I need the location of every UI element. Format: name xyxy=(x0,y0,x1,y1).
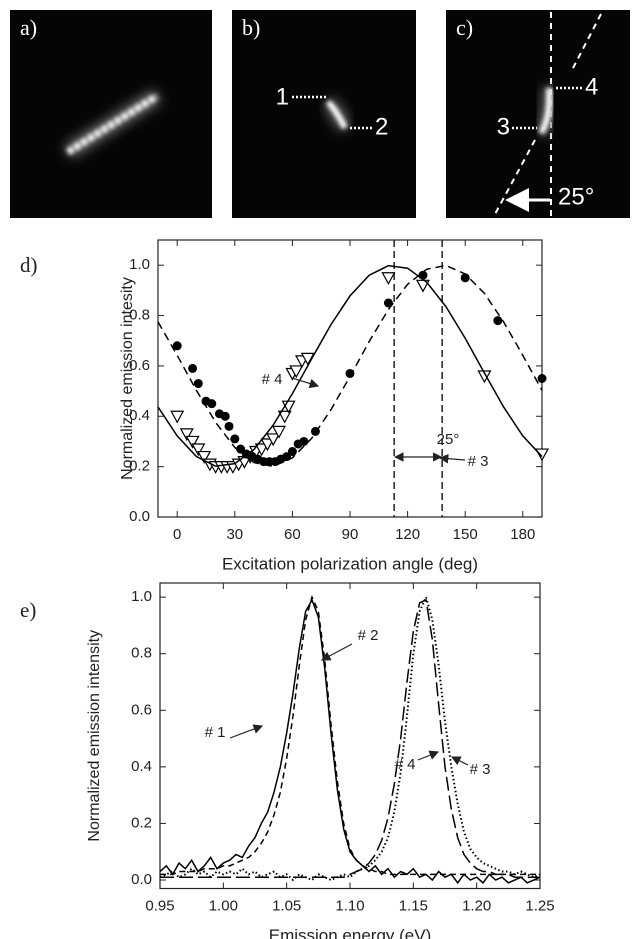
series-line xyxy=(159,598,541,885)
x-axis-label: Excitation polarization angle (deg) xyxy=(222,554,478,573)
site-label: 1 xyxy=(276,83,289,110)
site-label: 2 xyxy=(375,113,388,140)
series-line xyxy=(157,264,543,467)
annotation: # 3 xyxy=(470,761,491,778)
series-line xyxy=(157,264,543,468)
data-point xyxy=(271,425,286,439)
x-tick-label: 0.95 xyxy=(145,897,174,914)
data-point xyxy=(193,379,203,389)
x-tick-label: 180 xyxy=(510,526,535,543)
annotation: 25° xyxy=(437,431,460,448)
annotation: # 4 xyxy=(262,371,283,388)
data-point xyxy=(299,436,309,446)
y-tick-label: 0.8 xyxy=(131,645,152,662)
x-tick-label: 150 xyxy=(453,526,478,543)
x-tick-label: 120 xyxy=(395,526,420,543)
image-panel-a: a) xyxy=(10,10,212,218)
annotation-arrow xyxy=(291,377,320,389)
site-label: 3 xyxy=(497,113,510,140)
x-axis-label: Emission energy (eV) xyxy=(269,926,432,939)
x-tick-label: 1.25 xyxy=(525,897,554,914)
series-line xyxy=(160,598,540,878)
data-point xyxy=(172,341,182,351)
y-tick-label: 0.6 xyxy=(129,357,150,374)
image-panel-b: b) 1 2 xyxy=(232,10,416,218)
y-tick-label: 0.0 xyxy=(131,871,152,888)
annotation: # 4 xyxy=(395,756,416,773)
annotation-arrow xyxy=(229,724,264,739)
data-point xyxy=(477,370,492,384)
data-point xyxy=(207,399,217,409)
y-tick-label: 0.4 xyxy=(129,407,150,424)
data-point xyxy=(266,433,281,447)
y-tick-label: 0.2 xyxy=(129,458,150,475)
data-point xyxy=(179,428,194,442)
panel-label: b) xyxy=(242,15,260,40)
data-point xyxy=(460,273,470,283)
y-tick-label: 0.0 xyxy=(129,508,150,525)
data-point xyxy=(254,443,269,457)
data-point xyxy=(197,450,212,464)
series-line xyxy=(159,594,541,882)
annotation: # 2 xyxy=(358,627,379,644)
data-point xyxy=(191,443,206,457)
data-point xyxy=(170,410,185,424)
y-tick-label: 0.2 xyxy=(131,814,152,831)
data-point xyxy=(185,435,200,449)
data-point xyxy=(493,316,503,326)
data-point xyxy=(260,438,275,452)
y-axis-label: Normalized emission intensity xyxy=(86,630,103,842)
data-point xyxy=(230,434,240,444)
site-label: 4 xyxy=(585,73,598,100)
annotation-arrow xyxy=(417,750,440,761)
data-point xyxy=(534,448,550,462)
x-tick-label: 1.00 xyxy=(209,897,238,914)
annotation-arrow xyxy=(450,756,469,766)
x-tick-label: 0 xyxy=(173,526,181,543)
panel-label: c) xyxy=(456,15,473,40)
x-tick-label: 30 xyxy=(226,526,243,543)
panel-label: e) xyxy=(20,598,36,622)
data-point xyxy=(289,365,304,379)
data-point xyxy=(383,298,393,308)
image-panel-c: c) 3 4 25° xyxy=(446,10,630,218)
annotation-arrow xyxy=(320,643,353,661)
y-tick-label: 0.4 xyxy=(131,758,152,775)
y-axis-label: Normalized emission intesity xyxy=(119,277,136,480)
annotation-arrow xyxy=(438,453,466,464)
data-point xyxy=(220,411,230,421)
annotation: # 1 xyxy=(205,724,226,741)
angle-label: 25° xyxy=(558,183,594,210)
x-tick-label: 1.15 xyxy=(399,897,428,914)
data-point xyxy=(224,421,234,431)
y-tick-label: 0.6 xyxy=(131,701,152,718)
x-tick-label: 1.20 xyxy=(462,897,491,914)
data-point xyxy=(188,363,198,373)
x-tick-label: 90 xyxy=(342,526,359,543)
data-point xyxy=(537,374,547,383)
y-tick-label: 1.0 xyxy=(131,588,152,605)
y-tick-label: 0.8 xyxy=(129,307,150,324)
x-tick-label: 60 xyxy=(284,526,301,543)
data-point xyxy=(381,272,396,286)
panel-label: d) xyxy=(20,253,38,277)
x-tick-label: 1.10 xyxy=(335,897,364,914)
data-point xyxy=(287,447,297,457)
y-tick-label: 1.0 xyxy=(129,256,150,273)
panel-label: a) xyxy=(20,15,37,40)
series-line xyxy=(160,594,540,876)
annotation: # 3 xyxy=(468,453,489,470)
data-point xyxy=(277,410,292,424)
x-tick-label: 1.05 xyxy=(272,897,301,914)
